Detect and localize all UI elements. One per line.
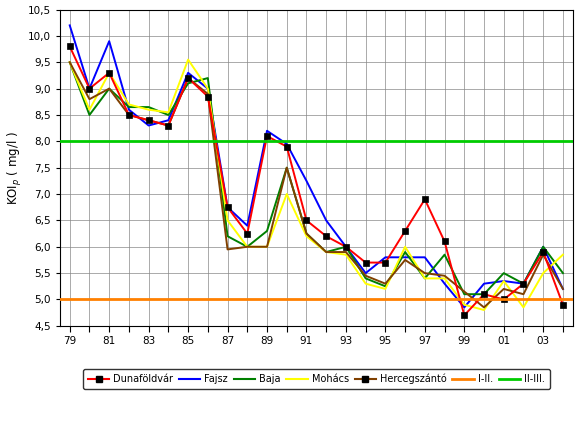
Legend: Dunaföldvár, Fajsz, Baja, Mohács, Hercegszántó, I-II., II-III.: Dunaföldvár, Fajsz, Baja, Mohács, Herceg…	[83, 369, 550, 389]
Y-axis label: KOI$_p$ ( mg/l ): KOI$_p$ ( mg/l )	[5, 131, 23, 204]
